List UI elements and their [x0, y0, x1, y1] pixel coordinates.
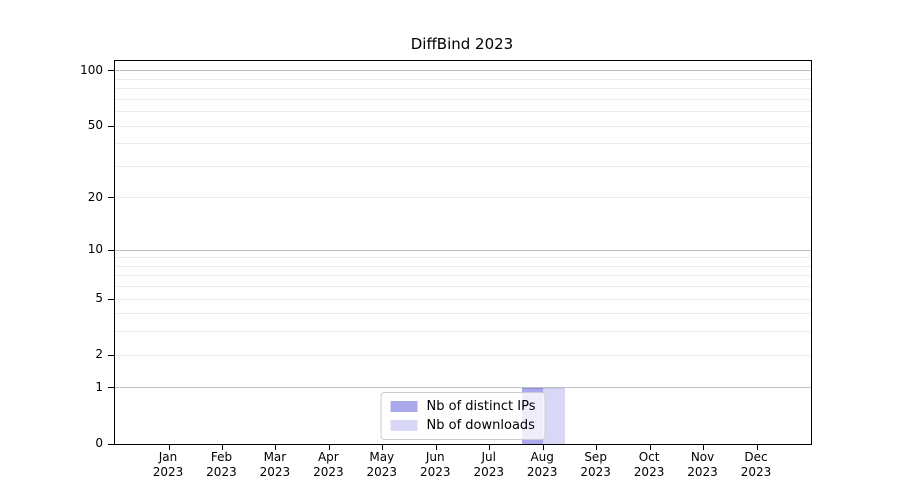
x-label-month: Mar	[263, 450, 287, 464]
y-axis-label-20: 20	[87, 189, 103, 204]
y-minor-gridline-4	[115, 313, 811, 315]
x-label-year: 2023	[259, 465, 291, 479]
x-label-month: May	[369, 450, 395, 464]
legend-entry-downloads: Nb of downloads	[390, 418, 536, 433]
y-gridline-1	[115, 387, 811, 389]
y-axis-label-10: 10	[87, 242, 103, 257]
x-tick-mark-aug	[542, 445, 544, 450]
y-minor-gridline-80	[115, 88, 811, 90]
x-axis-label-oct: Oct 2023	[617, 450, 681, 480]
legend-swatch-downloads	[390, 420, 418, 431]
x-label-month: Aug	[530, 450, 554, 464]
y-minor-gridline-6	[115, 286, 811, 288]
y-minor-gridline-7	[115, 275, 811, 277]
y-minor-gridline-40	[115, 143, 811, 145]
x-label-year: 2023	[633, 465, 665, 479]
x-label-year: 2023	[313, 465, 344, 479]
y-gridline-50	[115, 125, 811, 127]
x-label-year: 2023	[526, 465, 558, 479]
legend-label: Nb of downloads	[426, 418, 535, 433]
x-axis-label-aug: Aug 2023	[510, 450, 574, 480]
x-tick-mark-mar	[275, 445, 277, 450]
y-gridline-5	[115, 298, 811, 300]
y-tick-mark-2	[108, 354, 114, 356]
y-tick-mark-0	[108, 443, 114, 445]
y-tick-mark-10	[108, 249, 114, 251]
x-axis-label-sep: Sep 2023	[564, 450, 628, 480]
x-tick-mark-nov	[703, 445, 705, 450]
y-axis-label-50: 50	[87, 118, 103, 133]
y-axis-label-1: 1	[95, 379, 103, 394]
x-axis-label-apr: Apr 2023	[296, 450, 360, 480]
y-gridline-100	[115, 70, 811, 72]
y-axis-label-100: 100	[80, 62, 103, 77]
y-minor-gridline-60	[115, 111, 811, 113]
x-label-year: 2023	[152, 465, 184, 479]
x-tick-mark-jan	[168, 445, 170, 450]
x-label-month: Nov	[690, 450, 715, 464]
x-tick-mark-feb	[221, 445, 223, 450]
x-axis-label-feb: Feb 2023	[189, 450, 253, 480]
y-minor-gridline-70	[115, 98, 811, 100]
x-axis-label-jul: Jul 2023	[457, 450, 521, 480]
y-axis-label-0: 0	[95, 436, 103, 450]
x-tick-mark-dec	[756, 445, 758, 450]
x-label-month: Sep	[584, 450, 607, 464]
y-minor-gridline-30	[115, 165, 811, 167]
bar-downloads-aug-2023	[543, 387, 565, 444]
x-tick-mark-apr	[328, 445, 330, 450]
x-label-year: 2023	[473, 465, 504, 479]
y-gridline-2	[115, 354, 811, 356]
y-minor-gridline-8	[115, 265, 811, 267]
y-tick-mark-1	[108, 387, 114, 389]
plot-area: Nb of distinct IPs Nb of downloads	[108, 60, 812, 450]
x-axis-label-mar: Mar 2023	[243, 450, 307, 480]
x-tick-mark-may	[382, 445, 384, 450]
x-label-month: Oct	[638, 450, 660, 464]
x-tick-mark-sep	[596, 445, 598, 450]
y-minor-gridline-90	[115, 78, 811, 80]
y-tick-mark-100	[108, 70, 114, 72]
x-axis-label-jan: Jan 2023	[136, 450, 200, 480]
x-label-year: 2023	[366, 465, 398, 479]
y-tick-mark-50	[108, 125, 114, 127]
legend-entry-distinct-ips: Nb of distinct IPs	[390, 399, 536, 414]
y-axis-label-2: 2	[95, 347, 103, 362]
x-label-year: 2023	[580, 465, 611, 479]
x-label-year: 2023	[687, 465, 718, 479]
chart-title: DiffBind 2023	[410, 35, 514, 53]
y-minor-gridline-3	[115, 331, 811, 333]
y-minor-gridline-9	[115, 257, 811, 259]
y-axis-label-5: 5	[95, 291, 103, 306]
x-label-year: 2023	[740, 465, 772, 479]
x-label-year: 2023	[206, 465, 237, 479]
x-axis-label-may: May 2023	[350, 450, 414, 480]
x-label-month: Jan	[158, 450, 178, 464]
y-tick-mark-20	[108, 197, 114, 199]
x-tick-mark-jun	[435, 445, 437, 450]
x-label-year: 2023	[419, 465, 451, 479]
x-label-month: Dec	[744, 450, 768, 464]
x-label-month: Jun	[425, 450, 445, 464]
y-gridline-20	[115, 197, 811, 199]
x-label-month: Apr	[317, 450, 339, 464]
legend-label: Nb of distinct IPs	[426, 399, 536, 414]
y-gridline-10	[115, 249, 811, 251]
x-tick-mark-oct	[649, 445, 651, 450]
y-tick-mark-5	[108, 298, 114, 300]
x-label-month: Jul	[481, 450, 496, 464]
legend: Nb of distinct IPs Nb of downloads	[380, 392, 546, 440]
x-label-month: Feb	[210, 450, 233, 464]
x-axis-label-nov: Nov 2023	[671, 450, 735, 480]
x-tick-mark-jul	[489, 445, 491, 450]
x-axis-label-jun: Jun 2023	[403, 450, 467, 480]
legend-swatch-distinct-ips	[390, 401, 418, 412]
x-axis-label-dec: Dec 2023	[724, 450, 788, 480]
